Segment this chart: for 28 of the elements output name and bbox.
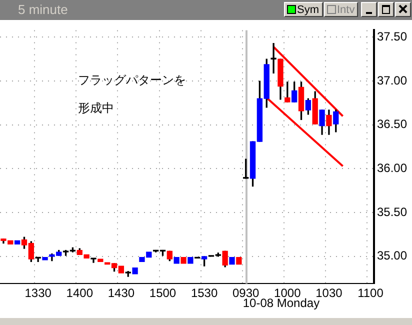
x-tick-label: 1030 <box>316 286 343 300</box>
candlestick <box>270 43 276 74</box>
candlestick <box>174 256 180 264</box>
candlestick <box>98 258 104 262</box>
chart-title: 5 minute <box>18 2 68 17</box>
x-tick-label: 1100 <box>358 286 384 300</box>
x-tick-label: 1430 <box>108 286 135 300</box>
annotation: フラッグパターンを形成中 <box>78 72 187 117</box>
y-tick-label: 35.00 <box>376 248 408 263</box>
y-tick-label: 37.50 <box>376 30 408 44</box>
candlestick <box>14 240 20 244</box>
candlestick <box>236 256 242 265</box>
text: Sym <box>297 4 319 16</box>
candlestick <box>90 258 96 263</box>
x-tick-label: 1400 <box>66 286 94 300</box>
candlestick <box>42 256 48 260</box>
candlestick <box>188 256 194 264</box>
y-tick-label: 35.50 <box>376 204 408 219</box>
y-tick-label: 36.00 <box>376 161 408 176</box>
y-tick-label: 37.00 <box>376 73 408 88</box>
candlestick <box>180 256 186 264</box>
x-tick-label: 1530 <box>190 286 218 300</box>
x-tick-label: 1330 <box>24 286 52 300</box>
candlestick <box>132 267 138 274</box>
x-tick-label: 1500 <box>149 286 176 300</box>
text: Intv <box>337 4 355 16</box>
y-tick-label: 36.50 <box>376 117 408 132</box>
candlestick <box>229 256 235 265</box>
